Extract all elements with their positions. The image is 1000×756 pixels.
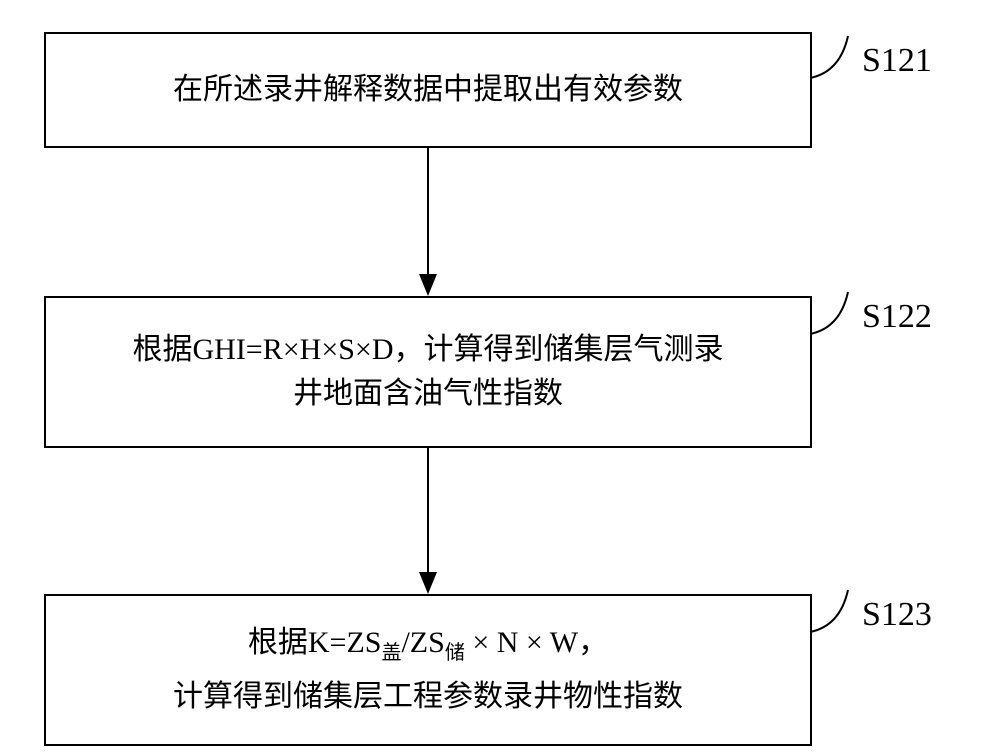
node-label-n3: S123 xyxy=(862,596,932,634)
edge-n1-n2 xyxy=(427,148,429,274)
label-connector-n3 xyxy=(788,568,868,648)
node-label-n2: S122 xyxy=(862,298,932,336)
node-text: 根据K=ZS盖/ZS储 × N × W，计算得到储集层工程参数录井物性指数 xyxy=(173,621,683,719)
label-connector-n2 xyxy=(788,270,868,350)
flowchart-node-n2: 根据GHI=R×H×S×D，计算得到储集层气测录 井地面含油气性指数 xyxy=(44,296,812,448)
flowchart-node-n3: 根据K=ZS盖/ZS储 × N × W，计算得到储集层工程参数录井物性指数 xyxy=(44,594,812,746)
flowchart-node-n1: 在所述录井解释数据中提取出有效参数 xyxy=(44,32,812,148)
edge-n2-n3 xyxy=(427,448,429,572)
node-label-n1: S121 xyxy=(862,42,932,80)
node-text: 根据GHI=R×H×S×D，计算得到储集层气测录 井地面含油气性指数 xyxy=(132,328,723,416)
node-text: 在所述录井解释数据中提取出有效参数 xyxy=(173,68,683,112)
arrow-head-n2-n3 xyxy=(419,572,437,594)
label-connector-n1 xyxy=(788,14,868,94)
arrow-head-n1-n2 xyxy=(419,274,437,296)
flowchart-canvas: 在所述录井解释数据中提取出有效参数 S121 根据GHI=R×H×S×D，计算得到储… xyxy=(0,0,1000,756)
